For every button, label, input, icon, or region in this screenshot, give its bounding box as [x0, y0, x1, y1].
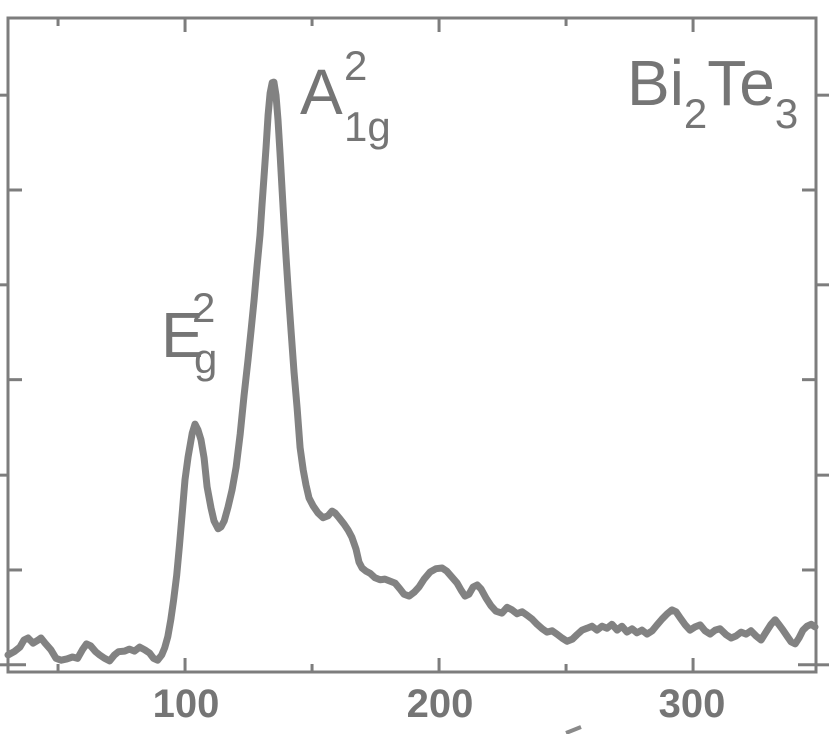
peak-label-eg-superscript: 2	[192, 284, 216, 331]
plot-frame	[6, 16, 818, 674]
peak-label-a1g-main: A	[300, 56, 343, 128]
compound-subscript-2: 2	[683, 90, 708, 137]
x-tick-label-100: 100	[152, 682, 220, 726]
peak-label-a1g-subscript: 1g	[344, 103, 391, 150]
compound-part-te: Te	[707, 47, 775, 119]
x-tick-label-200: 200	[406, 682, 474, 726]
peak-label-eg-main: E	[161, 299, 204, 371]
peak-label-eg-subscript: g	[194, 335, 218, 382]
spectrum-curve	[4, 78, 819, 665]
y-axis-ticks	[0, 93, 829, 667]
compound-label: Bi2Te3	[627, 51, 798, 135]
x-tick-label-300: 300	[658, 682, 726, 726]
compound-part-bi: Bi	[627, 47, 684, 119]
clipped-axis-label-fragment	[565, 725, 582, 734]
compound-subscript-3: 3	[774, 90, 799, 137]
x-axis-ticks	[56, 19, 695, 671]
peak-label-a1g-superscript: 2	[344, 42, 368, 89]
